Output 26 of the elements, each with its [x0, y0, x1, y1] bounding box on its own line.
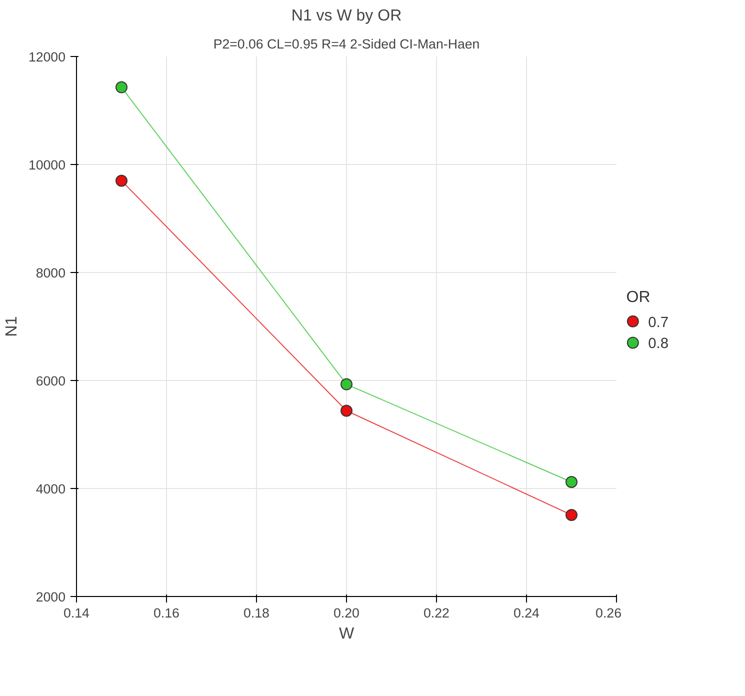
x-tick-label: 0.16 [154, 606, 180, 620]
point [340, 378, 352, 390]
point [340, 404, 352, 417]
legend-label: 0.8 [648, 336, 668, 352]
x-tick-label: 0.22 [424, 606, 450, 620]
chart-title: N1 vs W by OR [291, 8, 402, 24]
x-tick-label: 0.18 [244, 606, 270, 620]
y-axis-title: N1 [3, 316, 20, 337]
y-tick-label: 12000 [28, 50, 66, 64]
x-tick-label: 0.14 [64, 606, 90, 620]
chart-subtitle: P2=0.06 CL=0.95 R=4 2-Sided CI-Man-Haen [213, 36, 480, 52]
y-tick-label: 2000 [36, 590, 66, 604]
point [566, 508, 578, 521]
x-tick-label: 0.24 [514, 606, 540, 620]
y-tick-label: 6000 [36, 374, 66, 388]
x-tick-label: 0.20 [334, 606, 360, 620]
x-tick-label: 0.26 [596, 606, 622, 620]
point [566, 476, 578, 488]
x-axis-title: W [338, 626, 355, 642]
point [116, 81, 128, 94]
legend-label: 0.7 [648, 314, 668, 331]
point [116, 174, 128, 187]
y-tick-label: 4000 [36, 482, 66, 496]
legend-title: OR [626, 288, 650, 306]
y-tick-label: 8000 [36, 266, 66, 280]
y-tick-label: 10000 [28, 158, 66, 172]
